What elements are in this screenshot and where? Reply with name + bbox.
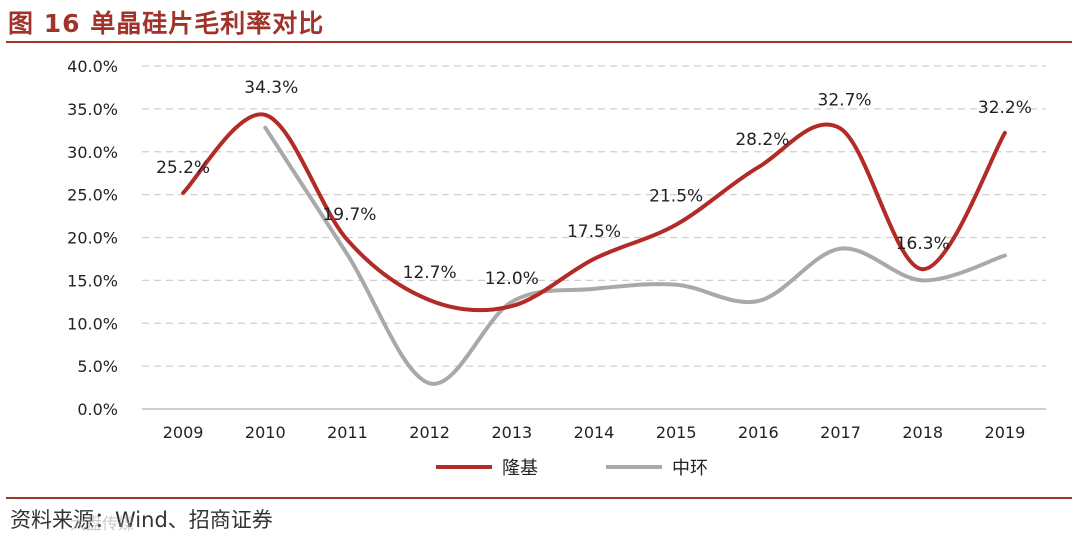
x-tick-label: 2014: [574, 423, 615, 442]
y-tick-label: 10.0%: [67, 314, 118, 333]
y-tick-label: 20.0%: [67, 229, 118, 248]
x-tick-label: 2011: [327, 423, 368, 442]
y-tick-label: 0.0%: [77, 400, 118, 419]
x-tick-label: 2018: [902, 423, 943, 442]
x-tick-label: 2012: [409, 423, 450, 442]
y-axis-ticks: 0.0% 5.0% 10.0% 15.0% 20.0% 25.0% 30.0% 35.0% 40…: [67, 57, 118, 419]
data-label: 32.7%: [818, 91, 872, 111]
data-labels: 25.2% 34.3% 19.7% 12.7% 12.0% 17.5% 21.5% 28.2%…: [156, 78, 1032, 289]
y-tick-label: 40.0%: [67, 57, 118, 76]
source-note: 资料来源：Wind、招商证券: [10, 508, 273, 532]
gridlines: [142, 65, 1046, 367]
data-label: 25.2%: [156, 158, 210, 178]
data-label: 17.5%: [567, 222, 621, 242]
data-label: 21.5%: [649, 187, 703, 207]
footer-divider: [6, 497, 1072, 499]
series-line-中环: [263, 125, 1007, 386]
x-tick-label: 2015: [656, 423, 697, 442]
y-tick-label: 35.0%: [67, 100, 118, 119]
x-tick-label: 2016: [738, 423, 779, 442]
data-label: 34.3%: [244, 78, 298, 98]
x-tick-label: 2013: [491, 423, 532, 442]
page-title: 图 16 单晶硅片毛利率对比: [8, 9, 325, 38]
x-tick-label: 2019: [985, 423, 1026, 442]
x-tick-label: 2010: [245, 423, 286, 442]
y-tick-label: 5.0%: [77, 357, 118, 376]
series-line-隆基: [181, 112, 1007, 313]
legend-label: 隆基: [502, 458, 538, 479]
y-tick-label: 15.0%: [67, 271, 118, 290]
legend-label: 中环: [672, 458, 708, 479]
data-label: 16.3%: [896, 234, 950, 254]
y-tick-label: 25.0%: [67, 186, 118, 205]
y-tick-label: 30.0%: [67, 143, 118, 162]
data-label: 28.2%: [735, 130, 789, 150]
x-tick-label: 2009: [163, 423, 204, 442]
data-label: 32.2%: [978, 98, 1032, 118]
data-label: 12.0%: [485, 269, 539, 289]
line-chart: 0.0% 5.0% 10.0% 15.0% 20.0% 25.0% 30.0% 35.0% 40…: [67, 57, 1046, 479]
x-tick-label: 2017: [820, 423, 861, 442]
title-divider: [6, 41, 1072, 43]
data-label: 12.7%: [403, 263, 457, 283]
legend: 隆基 中环: [436, 458, 708, 479]
series-lines: [181, 112, 1007, 386]
watermark: 大盘传媒: [70, 514, 135, 533]
x-axis-ticks: 2009 2010 2011 2012 2013 2014 2015 2016 2017 2018…: [163, 423, 1026, 442]
data-label: 19.7%: [322, 205, 376, 225]
